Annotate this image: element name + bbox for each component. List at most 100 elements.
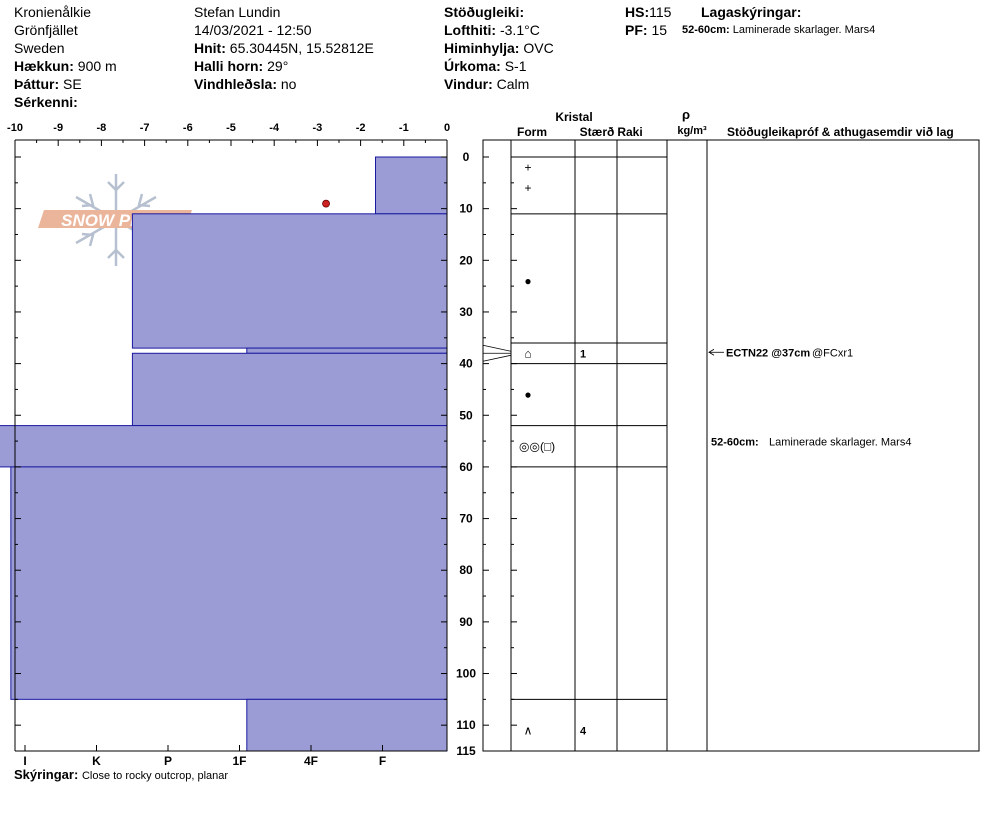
temp-point-0: [322, 199, 330, 208]
wind-loading-label: Vindhleðsla:: [194, 76, 277, 92]
precip-label: Úrkoma:: [444, 58, 501, 74]
comment-range-0: 52-60cm:: [711, 436, 759, 448]
depth-label-115: 115: [456, 744, 476, 758]
hardness-bar-4: [0, 425, 448, 468]
sky-label: Himinhylja:: [444, 40, 520, 56]
temp-tick-label--6: -6: [183, 122, 193, 134]
pf-value: 15: [651, 22, 668, 38]
wind: Vindur: Calm: [444, 75, 529, 93]
air-temp-value: -3.1°C: [499, 22, 540, 38]
depth-label-80: 80: [459, 563, 473, 577]
layer-form-6: ∧: [524, 723, 533, 737]
col-comments: Stöðugleikapróf & athugasemdir við lag: [727, 125, 954, 139]
hardness-label-K: K: [92, 754, 101, 768]
col-crystal: Kristal: [555, 110, 592, 124]
elevation-label: Hækkun:: [14, 58, 74, 74]
test-arrowhead-0: [708, 348, 715, 356]
pf-label: PF:: [625, 22, 648, 38]
layer-notes-label: Lagaskýringar:: [701, 4, 802, 20]
wind-label: Vindur:: [444, 76, 493, 92]
footer-notes-label: Skýringar:: [14, 767, 79, 782]
hardness-bar-6: [246, 698, 448, 752]
hardness-bar-2: [246, 347, 448, 354]
hardness-bar-5: [10, 466, 448, 700]
coords-value: 65.30445N, 15.52812E: [229, 40, 374, 56]
footer-notes-value: Close to rocky outcrop, planar: [81, 770, 229, 782]
layer-size-3: 1: [580, 348, 586, 360]
test-result-0: ECTN22 @37cm: [726, 347, 810, 359]
temp-tick-label--2: -2: [356, 122, 366, 134]
layer-form-1: +: [524, 181, 531, 195]
sky: Himinhylja: OVC: [444, 39, 554, 57]
depth-label-30: 30: [459, 305, 473, 319]
elevation: Hækkun: 900 m: [14, 57, 117, 75]
hardness-bar-1: [131, 213, 448, 349]
depth-label-110: 110: [456, 718, 476, 732]
depth-label-50: 50: [459, 408, 473, 422]
temp-tick-label--5: -5: [226, 122, 236, 134]
layer-note-range: 52-60cm:: [682, 24, 730, 36]
datetime: 14/03/2021 - 12:50: [194, 22, 312, 38]
layer-form-0: +: [524, 160, 531, 174]
temp-tick-label--1: -1: [399, 122, 409, 134]
depth-label-40: 40: [459, 357, 473, 371]
temp-tick-label-0: 0: [444, 122, 450, 134]
coords-label: Hnit:: [194, 40, 226, 56]
air-temp: Lofthiti: -3.1°C: [444, 21, 540, 39]
wind-loading-value: no: [280, 76, 297, 92]
hardness-label-F: F: [379, 754, 386, 768]
sky-value: OVC: [523, 40, 554, 56]
hs-label: HS:: [625, 4, 650, 20]
header-location-1: Kronienålkie: [14, 4, 92, 20]
temp-tick-label--7: -7: [140, 122, 150, 134]
depth-label-20: 20: [459, 253, 473, 267]
col-form: Form: [517, 125, 547, 139]
layer-form-2: ●: [524, 274, 531, 288]
depth-label-10: 10: [459, 202, 473, 216]
depth-label-100: 100: [456, 667, 476, 681]
depth-label-0: 0: [463, 150, 470, 164]
layer-form-4: ●: [524, 388, 531, 402]
layer-note: 52-60cm: Laminerade skarlager. Mars4: [682, 24, 875, 36]
col-moisture: Raki: [617, 125, 642, 139]
temp-tick-label--10: -10: [7, 122, 23, 134]
layer-table-frame: [482, 139, 980, 752]
footer-notes: Skýringar: Close to rocky outcrop, plana…: [14, 767, 228, 782]
aspect: Þáttur: SE: [14, 75, 82, 93]
depth-label-70: 70: [459, 512, 473, 526]
hs-value: 115: [649, 4, 672, 20]
depth-label-90: 90: [459, 615, 473, 629]
hardness-label-1F: 1F: [232, 754, 246, 768]
elevation-value: 900 m: [77, 58, 117, 74]
precip: Úrkoma: S-1: [444, 57, 526, 75]
hardness-bar-3: [131, 352, 448, 427]
layer-form-5: ◎◎(□): [519, 439, 555, 453]
depth-label-60: 60: [459, 460, 473, 474]
slope: Halli horn: 29°: [194, 57, 288, 75]
layer-form-3: ⌂: [524, 346, 531, 360]
precip-value: S-1: [504, 58, 527, 74]
hs: HS:115: [625, 3, 671, 21]
layer-note-text: Laminerade skarlager. Mars4: [732, 24, 876, 36]
hardness-bar-0: [375, 156, 448, 215]
slope-value: 29°: [267, 58, 289, 74]
pf: PF: 15: [625, 21, 667, 39]
col-density-unit: kg/m³: [677, 125, 707, 137]
hardness-label-I: I: [23, 754, 26, 768]
col-density-symbol: ρ: [682, 107, 690, 122]
wind-value: Calm: [496, 76, 530, 92]
air-temp-label: Lofthiti:: [444, 22, 497, 38]
specifics-label: Sérkenni:: [14, 94, 78, 110]
col-size: Stærð: [580, 125, 615, 139]
comment-text-0: Laminerade skarlager. Mars4: [769, 436, 911, 448]
temp-tick-label--4: -4: [269, 122, 280, 134]
stability-label: Stöðugleiki:: [444, 4, 525, 20]
hardness-label-4F: 4F: [304, 754, 318, 768]
wind-loading: Vindhleðsla: no: [194, 75, 296, 93]
header-location-2: Grönfjället: [14, 22, 78, 38]
temp-tick-label--9: -9: [53, 122, 63, 134]
aspect-value: SE: [63, 76, 82, 92]
observer: Stefan Lundin: [194, 4, 281, 20]
slope-label: Halli horn:: [194, 58, 264, 74]
